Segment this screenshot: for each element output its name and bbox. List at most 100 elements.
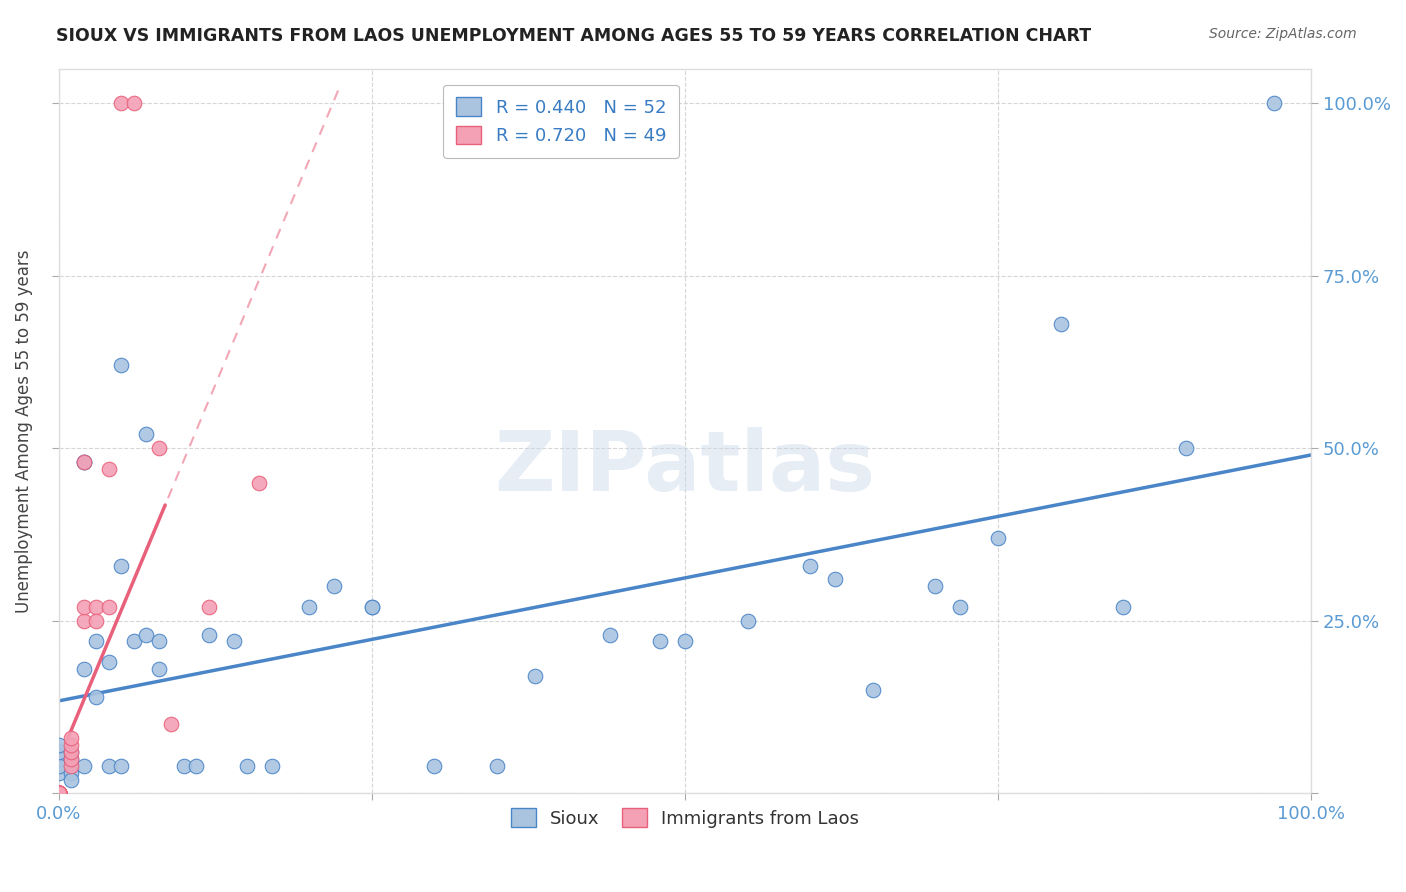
Point [260,758,283,772]
Point [924,579,946,593]
Point [60,772,83,787]
Point [148,662,170,676]
Point [48,786,70,800]
Text: SIOUX VS IMMIGRANTS FROM LAOS UNEMPLOYMENT AMONG AGES 55 TO 59 YEARS CORRELATION: SIOUX VS IMMIGRANTS FROM LAOS UNEMPLOYME… [56,27,1091,45]
Text: Source: ZipAtlas.com: Source: ZipAtlas.com [1209,27,1357,41]
Point [110,96,132,111]
Point [73,662,96,676]
Point [84,614,107,628]
Point [73,599,96,614]
Point [60,731,83,745]
Point [423,758,446,772]
Point [48,765,70,780]
Point [60,738,83,752]
Point [360,599,382,614]
Point [523,669,546,683]
Point [48,786,70,800]
Point [48,786,70,800]
Point [48,786,70,800]
Point [737,614,759,628]
Point [1263,96,1285,111]
Point [73,455,96,469]
Point [48,786,70,800]
Point [48,786,70,800]
Point [84,599,107,614]
Point [84,634,107,648]
Point [84,690,107,704]
Point [110,359,132,373]
Point [60,745,83,759]
Point [60,745,83,759]
Point [48,786,70,800]
Point [60,758,83,772]
Point [486,758,509,772]
Point [48,786,70,800]
Point [60,752,83,766]
Point [48,786,70,800]
Point [48,758,70,772]
Point [48,752,70,766]
Point [48,786,70,800]
Point [799,558,821,573]
Point [97,655,120,669]
Point [48,786,70,800]
Point [148,634,170,648]
Point [247,475,270,490]
Point [186,758,208,772]
Point [824,572,846,586]
Point [122,634,145,648]
Point [160,717,183,731]
Point [48,786,70,800]
Point [1049,317,1071,331]
Point [862,682,884,697]
Y-axis label: Unemployment Among Ages 55 to 59 years: Unemployment Among Ages 55 to 59 years [15,249,32,613]
Point [48,786,70,800]
Point [198,599,221,614]
Point [48,786,70,800]
Point [648,634,671,648]
Point [1174,441,1197,455]
Point [135,427,157,442]
Point [48,745,70,759]
Point [73,455,96,469]
Point [235,758,257,772]
Point [48,786,70,800]
Point [48,786,70,800]
Point [48,786,70,800]
Point [673,634,696,648]
Point [73,455,96,469]
Point [48,786,70,800]
Point [48,786,70,800]
Point [48,786,70,800]
Point [48,786,70,800]
Point [148,441,170,455]
Point [97,758,120,772]
Point [599,627,621,641]
Text: ZIPatlas: ZIPatlas [495,426,876,508]
Point [48,786,70,800]
Point [48,786,70,800]
Point [198,627,221,641]
Point [48,786,70,800]
Point [110,558,132,573]
Point [97,599,120,614]
Point [48,786,70,800]
Point [48,786,70,800]
Point [323,579,346,593]
Point [48,786,70,800]
Point [122,96,145,111]
Point [48,786,70,800]
Point [1112,599,1135,614]
Legend: Sioux, Immigrants from Laos: Sioux, Immigrants from Laos [503,801,866,835]
Point [48,738,70,752]
Point [73,614,96,628]
Point [987,531,1010,545]
Point [97,462,120,476]
Point [60,752,83,766]
Point [48,786,70,800]
Point [360,599,382,614]
Point [949,599,972,614]
Point [110,758,132,772]
Point [222,634,245,648]
Point [298,599,321,614]
